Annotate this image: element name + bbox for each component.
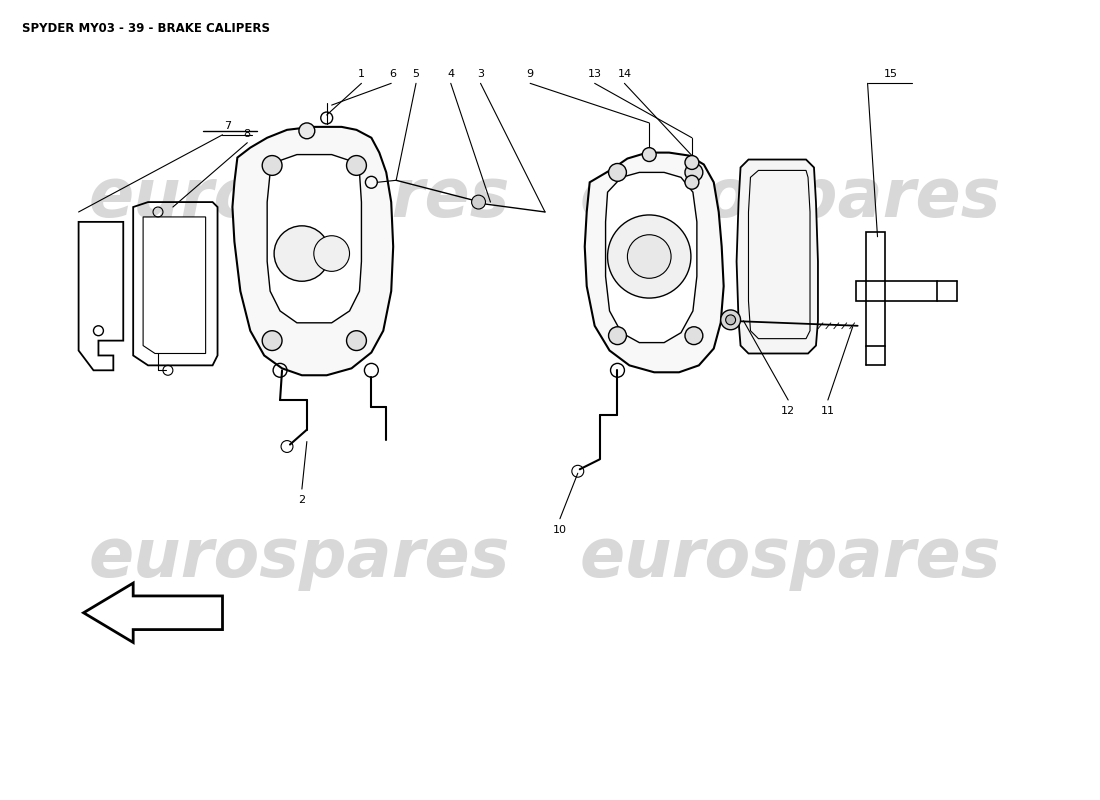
Text: SPYDER MY03 - 39 - BRAKE CALIPERS: SPYDER MY03 - 39 - BRAKE CALIPERS	[22, 22, 270, 35]
Circle shape	[685, 326, 703, 345]
Text: 3: 3	[477, 70, 484, 79]
Circle shape	[299, 123, 315, 138]
Circle shape	[627, 234, 671, 278]
Text: 13: 13	[587, 70, 602, 79]
Circle shape	[262, 155, 282, 175]
Circle shape	[314, 236, 350, 271]
Text: 11: 11	[821, 406, 835, 416]
Text: 4: 4	[448, 70, 454, 79]
Text: 1: 1	[358, 70, 365, 79]
Text: eurospares: eurospares	[580, 526, 1001, 591]
Circle shape	[720, 310, 740, 330]
Polygon shape	[606, 172, 697, 342]
Text: 14: 14	[617, 70, 631, 79]
Text: 5: 5	[412, 70, 419, 79]
Text: 9: 9	[527, 70, 534, 79]
Text: 15: 15	[883, 70, 898, 79]
Circle shape	[346, 155, 366, 175]
Text: eurospares: eurospares	[88, 526, 509, 591]
Text: 12: 12	[781, 406, 795, 416]
Polygon shape	[737, 159, 818, 354]
Circle shape	[262, 330, 282, 350]
Polygon shape	[84, 583, 222, 642]
Circle shape	[685, 155, 698, 170]
Text: 6: 6	[389, 70, 397, 79]
Circle shape	[274, 226, 330, 282]
Text: 7: 7	[224, 121, 231, 131]
Circle shape	[608, 326, 626, 345]
Text: eurospares: eurospares	[580, 165, 1001, 231]
Polygon shape	[267, 154, 362, 323]
Circle shape	[685, 175, 698, 190]
Circle shape	[472, 195, 485, 209]
Polygon shape	[232, 127, 393, 375]
Circle shape	[685, 163, 703, 182]
Polygon shape	[585, 153, 724, 372]
Circle shape	[346, 330, 366, 350]
Circle shape	[608, 163, 626, 182]
Text: eurospares: eurospares	[88, 165, 509, 231]
Circle shape	[726, 315, 736, 325]
Text: 8: 8	[244, 129, 251, 138]
Circle shape	[607, 215, 691, 298]
Circle shape	[642, 148, 657, 162]
Text: 10: 10	[553, 525, 566, 534]
Text: 2: 2	[298, 495, 306, 505]
